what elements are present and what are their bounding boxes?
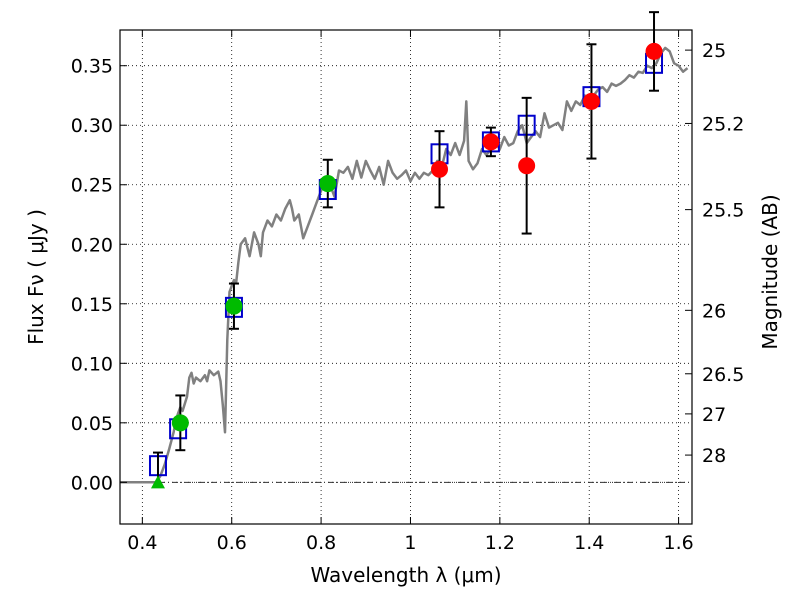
x-tick-label: 0.6 <box>217 532 247 554</box>
y-tick-label: 0.00 <box>71 472 113 494</box>
y-tick-label: 0.20 <box>71 234 113 256</box>
magnitude-axis-label: Magnitude (AB) <box>758 194 782 349</box>
data-point <box>171 414 189 432</box>
y-tick-label: 0.05 <box>71 413 113 435</box>
plot-frame <box>119 29 693 525</box>
magnitude-tick-label: 28 <box>702 445 726 467</box>
magnitude-tick-label: 25 <box>702 40 726 62</box>
y-tick-label: 0.15 <box>71 294 113 316</box>
data-point <box>518 157 536 175</box>
magnitude-tick-label: 26 <box>702 300 726 322</box>
y-tick-label: 0.10 <box>71 353 113 375</box>
x-tick-label: 1.4 <box>574 532 604 554</box>
data-point <box>482 133 500 151</box>
data-point <box>582 92 600 110</box>
x-tick-label: 1 <box>404 532 416 554</box>
magnitude-tick-label: 26.5 <box>702 364 744 386</box>
x-axis-label: Wavelength λ (μm) <box>310 563 501 587</box>
x-tick-label: 0.4 <box>127 532 157 554</box>
y-tick-label: 0.25 <box>71 175 113 197</box>
data-point <box>319 175 337 193</box>
axis-ticks: 0.4 0.6 0.8 1 1.2 1.4 1.6 0.00 0.05 0.10 0.15 0.20 0… <box>71 30 744 554</box>
x-tick-label: 0.8 <box>306 532 336 554</box>
data-point <box>431 160 449 178</box>
upper-limit-triangle <box>150 475 165 489</box>
spectrum-line <box>120 46 689 484</box>
data-point <box>225 297 243 315</box>
grid <box>120 30 692 524</box>
magnitude-tick-label: 25.2 <box>702 113 744 135</box>
magnitude-tick-label: 27 <box>702 404 726 426</box>
y-tick-label: 0.30 <box>71 115 113 137</box>
y-axis-label: Flux Fν ( μJy ) <box>24 209 48 345</box>
magnitude-tick-label: 25.5 <box>702 200 744 222</box>
x-tick-label: 1.2 <box>485 532 515 554</box>
y-tick-label: 0.35 <box>71 56 113 78</box>
plot-area <box>120 11 689 489</box>
x-tick-label: 1.6 <box>663 532 693 554</box>
data-point <box>645 42 663 60</box>
